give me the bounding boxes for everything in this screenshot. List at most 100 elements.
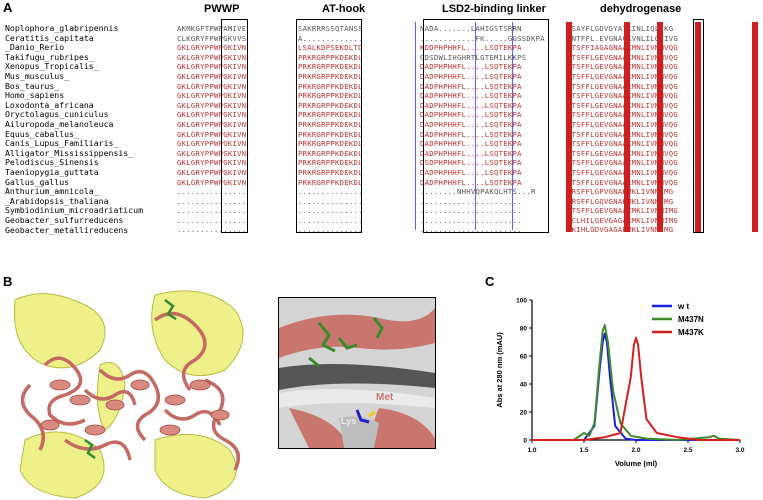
- y-tick-label: 80: [520, 325, 528, 332]
- alignment-row: KTSFFLGEVGNAAKMNLIVMMVQG: [567, 129, 679, 139]
- alignment-row: ..............: [298, 206, 363, 216]
- alignment-row: GKLGRYPPWPGKIVN: [177, 71, 247, 81]
- domain-title-linker: LSD2-binding linker: [442, 3, 546, 15]
- alignment-linker: NADA.......LAHIGSTSRRN ............FK....…: [420, 24, 545, 235]
- alignment-row: DADPHPHHFL....LSQTEKPA: [420, 71, 522, 81]
- alignment-row: PRKRGRPPKDEKDL: [298, 110, 363, 120]
- species-name: Gallus_gallus: [5, 176, 70, 187]
- domain-title-pwwp: PWWP: [204, 3, 240, 15]
- alignment-row: GDSDWLIHGHRTLGTEMILKKPS: [420, 52, 527, 62]
- alignment-row: AKMKGFTPWPAMIVE: [177, 24, 247, 33]
- alignment-row: GKLGRYPPWPGKIVN: [177, 139, 247, 149]
- alignment-row: ...............: [177, 225, 247, 235]
- sec-chromatogram-chart: 0 20 40 60 80 100 1.0 1.5 2.0 2.5 3.0 Volume (ml) Ab…: [495, 297, 745, 468]
- alignment-row: PRKRGRPPKDEKDL: [298, 100, 363, 110]
- alignment-row: DADPHPHHFL....LSQTEKPA: [420, 62, 522, 72]
- species-name: Canis_Lupus_Familiaris_: [5, 138, 119, 149]
- species-name: Takifugu_rubripes_: [5, 51, 94, 62]
- panel-b-label: B: [3, 274, 13, 289]
- x-tick-label: 1.0: [527, 447, 536, 454]
- alignment-row: GKLGRYPPWPGKIVN: [177, 100, 247, 110]
- x-tick-label: 2.5: [683, 447, 692, 454]
- species-name: Symbiodinium_microadriaticum: [5, 205, 144, 216]
- alignment-row: SAKRRRSSQTANSS: [298, 24, 363, 33]
- alignment-row: GKLGRYPPWPGKIVN: [177, 62, 247, 72]
- alignment-row: PRKRGRPPKDEKDL: [298, 129, 363, 139]
- y-tick-label: 100: [516, 297, 527, 304]
- series-line-wt: [532, 332, 740, 441]
- series-line-m437k: [532, 336, 740, 441]
- x-tick-label: 1.5: [579, 447, 588, 454]
- alignment-row: ..............: [298, 225, 363, 235]
- species-name: Loxodonta_africana: [5, 99, 94, 110]
- alignment-row: ......................: [420, 196, 522, 206]
- alignment-row: DADPHPHHFL....LSQTEKPA: [420, 167, 522, 177]
- species-name: Noplophora_glabripennis: [5, 23, 119, 33]
- alignment-row: NADA.......LAHIGSTSRRN: [420, 24, 522, 33]
- alignment-row: ...............: [177, 187, 247, 197]
- alignment-row: DADPHPHHFL....LSQTEKPA: [420, 110, 522, 120]
- species-name: Oryctolagus_cuniculus: [5, 109, 109, 120]
- conserved-column: [624, 22, 630, 232]
- conserved-column: [695, 22, 701, 232]
- species-name: Geobacter_sulfurreducens: [5, 215, 124, 225]
- alignment-row: ..............: [298, 187, 363, 197]
- column-guide: [475, 22, 476, 230]
- alignment-row: CLKGRYFPWPGKVVS: [177, 33, 247, 43]
- panel-c-label: C: [485, 274, 495, 289]
- alignment-row: ...............: [177, 206, 247, 216]
- alignment-row: PRKRGRPPKDEKDL: [298, 158, 363, 168]
- alignment-row: DADPHPHHFL....LSQTEKPA: [420, 129, 522, 139]
- alignment-row: A.............: [298, 33, 363, 43]
- column-guide: [512, 22, 513, 230]
- alignment-row: PRKRGRPPKDEKDL: [298, 71, 363, 81]
- legend-label: M437K: [678, 328, 704, 337]
- species-name: Xenopus_Tropicalis_: [5, 61, 99, 72]
- x-axis-title: Volume (ml): [615, 459, 658, 468]
- x-tick-label: 2.0: [631, 447, 640, 454]
- legend-label: w t: [677, 302, 689, 311]
- alignment-row: ......................: [420, 215, 522, 225]
- alignment-row: DADPHPHHFL....LSQTEKPA: [420, 91, 522, 101]
- alignment-row: PRKRGRPPKDEKDL: [298, 52, 363, 62]
- athook-box: [296, 19, 362, 233]
- alignment-row: KKIHLGDVGAGAKMKLIVNMIMG: [567, 225, 674, 235]
- species-name: Anthurium_amnicola_: [5, 186, 99, 197]
- x-tick-label: 3.0: [735, 447, 744, 454]
- alignment-row: PRKRGRPPKDEKDL: [298, 91, 363, 101]
- protein-dimer-structure-image: [13, 290, 244, 499]
- alignment-row: KRSFFLGPVGNAKMKLIVNMIMG: [567, 187, 674, 197]
- alignment-row: KRSFFLGQVGNAKMKLIVNMIMG: [567, 196, 674, 206]
- species-name: Taeniopygia_guttata: [5, 167, 99, 177]
- alignment-row: KTSFFLGEVGNAAKMNLIVMMVQG: [567, 139, 679, 149]
- species-name: Mus_musculus_: [5, 71, 70, 81]
- alignment-row: KDDPHPHHFL....LSQTEKPA: [420, 43, 522, 53]
- alignment-row: ..............: [298, 215, 363, 225]
- alignment-row: PRKRGRPPKDEKDL: [298, 119, 363, 129]
- alignment-row: ...............: [177, 215, 247, 225]
- alignment-row: ......................: [420, 206, 522, 216]
- alignment-row: KTSFFLGEVGNAAKMNLIVMMVQG: [567, 100, 679, 110]
- alignment-row: PRKRGRPPKDEKDL: [298, 139, 363, 149]
- alignment-row: ..............: [298, 196, 363, 206]
- y-tick-label: 0: [523, 437, 527, 444]
- zoom-inset-structure-image: [279, 298, 435, 448]
- alignment-pwwp: AKMKGFTPWPAMIVE CLKGRYFPWPGKVVS GKLGRYPPWP…: [177, 24, 246, 235]
- alignment-row: PRKRGRPPKDEKDL: [298, 62, 363, 72]
- alignment-row: GKLGRYPPWPGKIVN: [177, 177, 247, 187]
- alignment-row: GKLGRYPPWPGKIVN: [177, 148, 247, 158]
- lys-label: Lys: [341, 416, 357, 426]
- alignment-row: GKLGRYPPWPGKIVN: [177, 52, 247, 62]
- alignment-row: PRKRGRPPKDEKDL: [298, 148, 363, 158]
- alignment-row: PRKRGRPPKDEKDL: [298, 167, 363, 177]
- species-name: Alligator_Mississippensis_: [5, 147, 134, 158]
- alignment-row: KTSFFLGEVGNAAKMNLIVMMVQG: [567, 177, 679, 187]
- species-name: Ceratitis_capitata: [5, 32, 94, 43]
- alignment-row: KTSFFLGEVGNAAKMNLIVMMVQG: [567, 91, 679, 101]
- dehydrogenase-residue-box: [693, 19, 704, 233]
- alignment-row: DADPHPHHFL....LSQTEKPA: [420, 148, 522, 158]
- species-name: Equus_caballus_: [5, 128, 79, 139]
- alignment-row: KTSFFLGEVGNAAKMNLIVMMVQG: [567, 62, 679, 72]
- alignment-row: ......................: [420, 225, 522, 235]
- panel-a-label: A: [3, 0, 13, 15]
